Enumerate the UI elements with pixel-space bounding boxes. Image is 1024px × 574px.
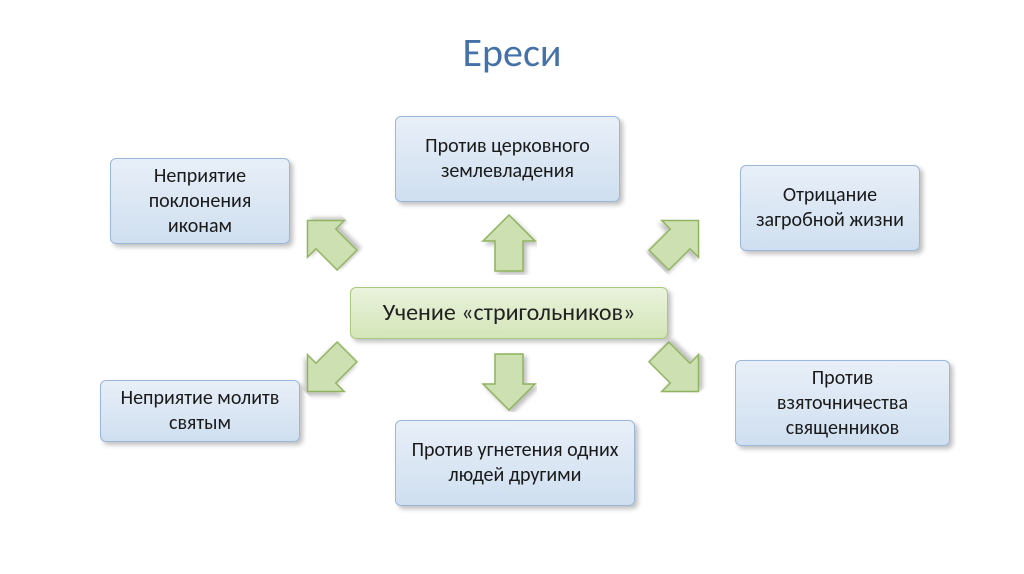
center-node: Учение «стригольников» <box>350 287 668 339</box>
node-top-left: Неприятие поклонения иконам <box>110 158 290 244</box>
center-node-label: Учение «стригольников» <box>383 298 636 328</box>
node-bottom-right: Против взяточничества священников <box>735 360 950 446</box>
node-bottom-right-label: Против взяточничества священников <box>750 366 935 441</box>
page-title: Ереси <box>0 28 1024 77</box>
arrow-up-left <box>286 199 369 282</box>
node-bottom-left: Неприятие молитв святым <box>100 380 300 442</box>
arrow-down-right <box>636 329 719 412</box>
arrow-down <box>481 350 537 412</box>
node-bottom-left-label: Неприятие молитв святым <box>115 386 285 436</box>
node-top-left-label: Неприятие поклонения иконам <box>125 164 275 239</box>
arrow-up <box>481 213 537 275</box>
arrow-up-right <box>636 199 719 282</box>
node-top-right: Отрицание загробной жизни <box>740 165 920 251</box>
node-top-label: Против церковного землевладения <box>410 134 605 184</box>
node-top-right-label: Отрицание загробной жизни <box>755 183 905 233</box>
node-top: Против церковного землевладения <box>395 116 620 202</box>
node-bottom: Против угнетения одних людей другими <box>395 420 635 506</box>
node-bottom-label: Против угнетения одних людей другими <box>410 438 620 488</box>
